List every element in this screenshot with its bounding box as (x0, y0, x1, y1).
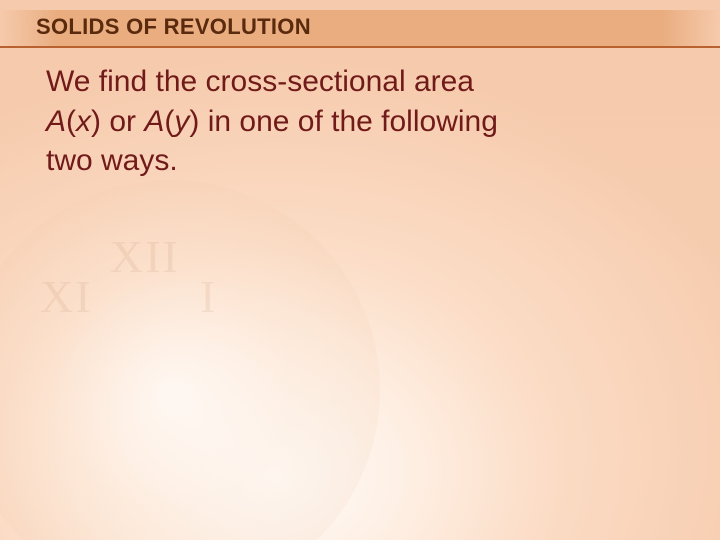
body-x: x (76, 105, 91, 138)
body-line-3: two ways. (46, 144, 178, 177)
body-line-1: We find the cross-sectional area (46, 65, 474, 98)
body-y: y (174, 105, 189, 138)
slide-title: SOLIDS OF REVOLUTION (36, 14, 311, 40)
body-A1: A (46, 105, 66, 138)
slide: XI XII I SOLIDS OF REVOLUTION We find th… (0, 0, 720, 540)
paren-open-1: ( (66, 105, 76, 138)
numeral-xi: XI (40, 270, 93, 323)
numeral-i: I (200, 270, 217, 323)
body-line-2-tail: ) in one of the following (189, 105, 498, 138)
title-underline (0, 46, 720, 48)
paren-open-2: ( (164, 105, 174, 138)
background-roman-numerals: XI XII I (20, 240, 280, 500)
numeral-xii: XII (110, 230, 180, 283)
background-watch-glow (0, 180, 380, 540)
body-or: ) or (91, 105, 144, 138)
slide-body: We find the cross-sectional area A(x) or… (46, 62, 680, 181)
body-A2: A (144, 105, 164, 138)
